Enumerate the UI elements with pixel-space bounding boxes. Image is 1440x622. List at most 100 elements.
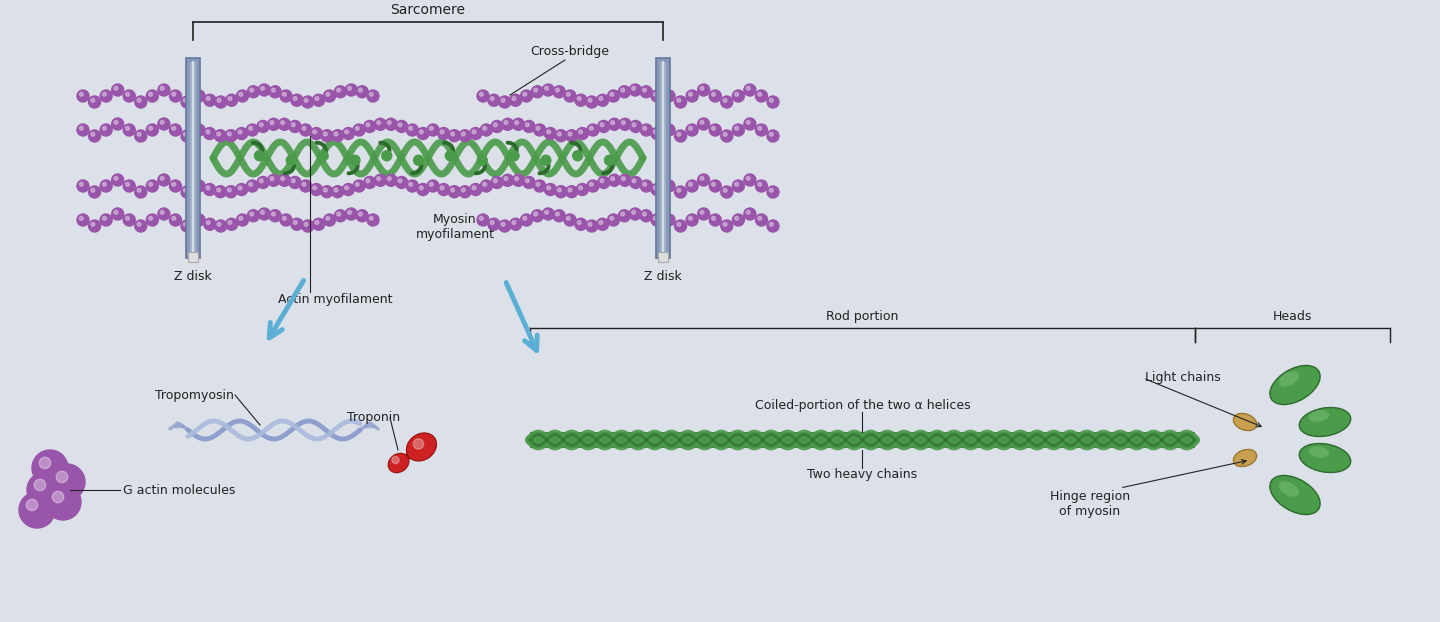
Circle shape [665, 182, 670, 186]
Circle shape [181, 130, 193, 142]
Circle shape [206, 130, 210, 134]
Circle shape [677, 132, 681, 136]
Circle shape [79, 126, 84, 130]
Circle shape [677, 188, 681, 192]
Circle shape [599, 96, 603, 101]
Circle shape [654, 186, 657, 190]
Circle shape [428, 124, 439, 136]
Circle shape [135, 96, 147, 108]
Circle shape [112, 118, 124, 130]
Circle shape [196, 216, 199, 220]
Circle shape [370, 216, 373, 220]
Circle shape [101, 180, 112, 192]
Circle shape [76, 124, 89, 136]
Circle shape [564, 214, 576, 226]
Circle shape [181, 186, 193, 198]
Circle shape [193, 124, 204, 136]
Circle shape [544, 86, 549, 90]
Circle shape [757, 216, 762, 220]
Circle shape [289, 121, 301, 132]
Circle shape [710, 214, 721, 226]
Circle shape [356, 126, 359, 130]
Circle shape [291, 218, 302, 230]
Circle shape [228, 221, 232, 225]
Circle shape [413, 439, 423, 449]
Circle shape [523, 121, 536, 132]
Circle shape [203, 183, 216, 195]
Circle shape [514, 177, 518, 180]
Circle shape [723, 98, 727, 102]
Circle shape [204, 218, 216, 230]
Circle shape [217, 223, 220, 226]
Circle shape [536, 182, 540, 186]
Circle shape [596, 218, 609, 230]
Circle shape [459, 130, 471, 142]
Circle shape [52, 491, 63, 503]
Circle shape [170, 214, 181, 226]
Circle shape [344, 130, 348, 134]
Circle shape [112, 174, 124, 186]
Circle shape [746, 210, 750, 214]
Circle shape [501, 118, 514, 130]
Circle shape [343, 128, 354, 139]
Text: Z disk: Z disk [644, 270, 683, 283]
Circle shape [589, 182, 593, 186]
Circle shape [608, 90, 619, 102]
Circle shape [723, 223, 727, 226]
Ellipse shape [1279, 481, 1299, 497]
Circle shape [278, 174, 291, 187]
Circle shape [544, 183, 556, 195]
Circle shape [148, 216, 153, 220]
Circle shape [215, 220, 226, 232]
Circle shape [196, 182, 199, 186]
Circle shape [35, 479, 46, 491]
Circle shape [183, 132, 187, 136]
Circle shape [147, 214, 158, 226]
Circle shape [236, 214, 249, 226]
Circle shape [125, 216, 130, 220]
Circle shape [662, 124, 675, 136]
Circle shape [642, 212, 647, 216]
Circle shape [294, 221, 297, 225]
Circle shape [619, 174, 631, 187]
Circle shape [311, 183, 323, 195]
Circle shape [39, 457, 50, 469]
Bar [658, 252, 668, 262]
Circle shape [249, 182, 252, 186]
Circle shape [315, 96, 318, 101]
Circle shape [374, 174, 386, 187]
Circle shape [125, 93, 130, 96]
Circle shape [651, 90, 662, 102]
Circle shape [239, 216, 243, 220]
Circle shape [337, 88, 341, 92]
Circle shape [366, 179, 370, 183]
Circle shape [428, 180, 439, 192]
Circle shape [513, 221, 516, 225]
Bar [189, 252, 199, 262]
Circle shape [114, 210, 118, 214]
Circle shape [477, 90, 490, 102]
Circle shape [513, 118, 524, 130]
Circle shape [158, 174, 170, 186]
Circle shape [576, 128, 589, 139]
Circle shape [662, 214, 675, 226]
Circle shape [418, 183, 429, 195]
Circle shape [315, 221, 318, 225]
Circle shape [700, 121, 704, 124]
Circle shape [734, 93, 739, 96]
Circle shape [757, 126, 762, 130]
Circle shape [217, 132, 220, 136]
Bar [657, 58, 670, 258]
Circle shape [377, 177, 380, 180]
Ellipse shape [1270, 366, 1320, 404]
Circle shape [409, 182, 413, 186]
Circle shape [183, 188, 187, 192]
Circle shape [472, 130, 475, 134]
Circle shape [170, 90, 181, 102]
Bar [530, 432, 1195, 448]
Circle shape [459, 186, 471, 198]
Circle shape [510, 218, 521, 230]
Circle shape [324, 90, 336, 102]
Circle shape [746, 121, 750, 124]
Circle shape [318, 151, 328, 160]
